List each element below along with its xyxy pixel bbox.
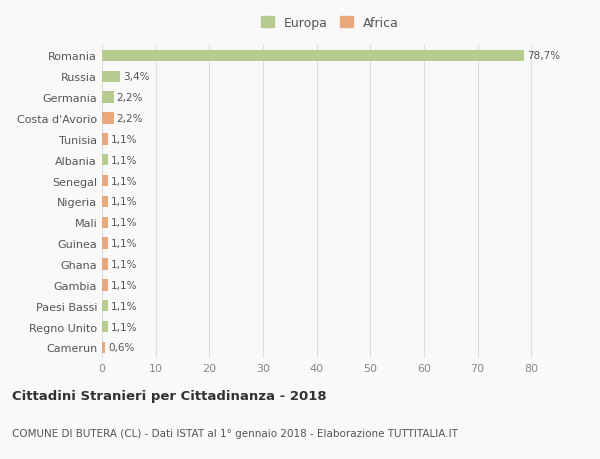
Bar — [102, 342, 105, 353]
Text: 1,1%: 1,1% — [110, 197, 137, 207]
Text: 1,1%: 1,1% — [110, 322, 137, 332]
Bar — [102, 155, 108, 166]
Text: 3,4%: 3,4% — [123, 72, 149, 82]
Text: 1,1%: 1,1% — [110, 280, 137, 290]
Bar — [102, 134, 108, 145]
Bar — [102, 238, 108, 249]
Text: 78,7%: 78,7% — [527, 51, 560, 62]
Legend: Europa, Africa: Europa, Africa — [256, 11, 404, 34]
Text: 1,1%: 1,1% — [110, 134, 137, 145]
Bar — [102, 50, 524, 62]
Text: 1,1%: 1,1% — [110, 218, 137, 228]
Bar — [102, 113, 114, 124]
Text: 2,2%: 2,2% — [116, 114, 143, 124]
Bar — [102, 92, 114, 104]
Text: 2,2%: 2,2% — [116, 93, 143, 103]
Bar — [102, 196, 108, 207]
Bar — [102, 280, 108, 291]
Text: Cittadini Stranieri per Cittadinanza - 2018: Cittadini Stranieri per Cittadinanza - 2… — [12, 389, 326, 403]
Text: 1,1%: 1,1% — [110, 239, 137, 249]
Text: 1,1%: 1,1% — [110, 301, 137, 311]
Text: COMUNE DI BUTERA (CL) - Dati ISTAT al 1° gennaio 2018 - Elaborazione TUTTITALIA.: COMUNE DI BUTERA (CL) - Dati ISTAT al 1°… — [12, 428, 458, 438]
Bar — [102, 175, 108, 187]
Bar — [102, 300, 108, 312]
Text: 0,6%: 0,6% — [108, 342, 134, 353]
Bar — [102, 217, 108, 229]
Bar — [102, 72, 120, 83]
Bar — [102, 321, 108, 332]
Text: 1,1%: 1,1% — [110, 155, 137, 165]
Text: 1,1%: 1,1% — [110, 176, 137, 186]
Text: 1,1%: 1,1% — [110, 259, 137, 269]
Bar — [102, 259, 108, 270]
